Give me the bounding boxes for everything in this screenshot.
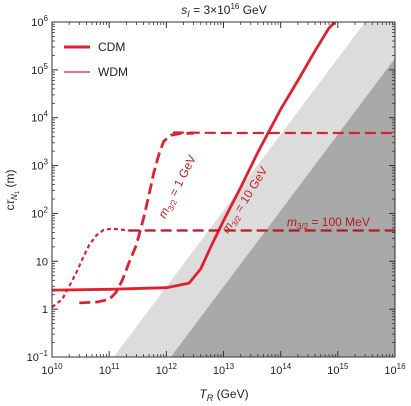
y-axis-label: cτN1 (m) (3, 170, 21, 211)
y-tick-label: 1 (42, 304, 48, 316)
y-tick-label: 102 (31, 205, 48, 220)
x-axis-label: TR (GeV) (199, 387, 248, 403)
curve-wdm-series-0 (52, 227, 129, 309)
x-tick-label: 1015 (327, 362, 349, 377)
curve-label-m100mev: m3/2 = 100 MeV (287, 215, 370, 231)
chart-title: sI = 3×1016 GeV (181, 2, 267, 19)
legend-label-cdm: CDM (98, 40, 125, 54)
x-tick-label: 1010 (41, 362, 63, 377)
excluded-regions (113, 22, 395, 357)
y-tick-label: 10 (36, 256, 48, 268)
y-tick-label: 106 (31, 14, 48, 29)
curve-cdm-series-0 (79, 132, 194, 305)
x-tick-label: 1012 (156, 362, 178, 377)
y-tick-label: 103 (31, 158, 48, 173)
x-tick-label: 1016 (384, 362, 406, 377)
legend-label-wdm: WDM (98, 65, 128, 79)
y-tick-label: 105 (31, 62, 48, 77)
curve-label-m1gev: m3/2 = 1 GeV (155, 153, 201, 222)
curve-wdm-series-1 (172, 131, 395, 135)
curve-cdm-series-1 (52, 22, 337, 292)
axis-ticks: 1010 1011 1012 1013 1014 1015 1016 10−1 1 10 102 10… (27, 14, 406, 377)
y-tick-label: 10−1 (27, 349, 49, 364)
curves (52, 22, 395, 309)
x-tick-label: 1011 (99, 362, 120, 377)
legend: CDM WDM (64, 40, 128, 79)
x-tick-label: 1014 (270, 362, 292, 377)
x-tick-label: 1013 (213, 362, 235, 377)
y-tick-label: 104 (31, 110, 48, 125)
